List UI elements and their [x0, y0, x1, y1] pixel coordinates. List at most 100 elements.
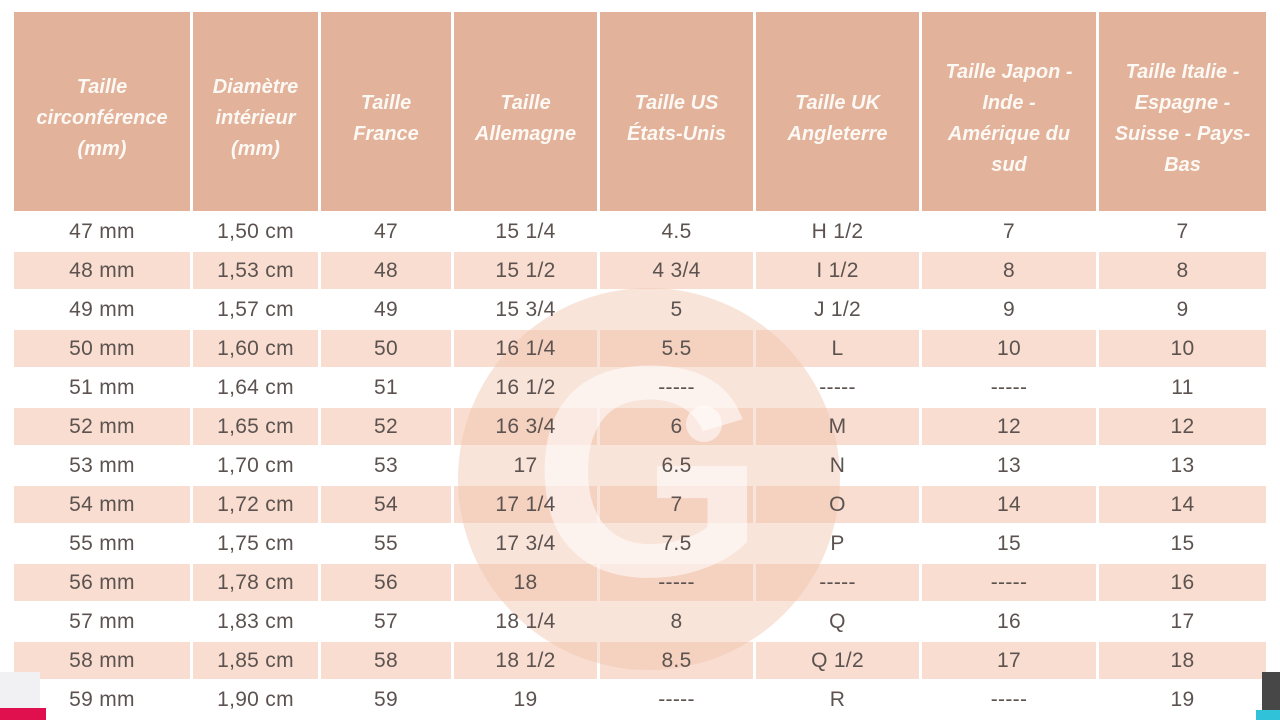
table-cell: 18 1/2: [454, 642, 597, 679]
column-header-japan-india: Taille Japon - Inde - Amérique du sud: [922, 12, 1096, 211]
table-cell: I 1/2: [756, 252, 919, 289]
table-row: 53 mm 1,70 cm 53 17 6.5 N 13 13: [14, 447, 1266, 484]
table-cell: 49 mm: [69, 297, 135, 321]
table-cell: 6: [600, 408, 753, 445]
column-header-italy-spain: Taille Italie - Espagne - Suisse - Pays-…: [1099, 12, 1266, 211]
table-row: 50 mm 1,60 cm 50 16 1/4 5.5 L 10 10: [14, 330, 1266, 367]
table-cell: 1,75 cm: [217, 531, 294, 555]
table-cell: 16: [997, 609, 1021, 633]
table-cell: 57: [374, 609, 398, 633]
table-cell: 48 mm: [14, 252, 190, 289]
table-row: 48 mm 1,53 cm 48 15 1/2 4 3/4 I 1/2 8 8: [14, 252, 1266, 289]
table-cell: Q: [829, 609, 846, 633]
header-row: Taille circonférence (mm) Diamètre intér…: [14, 12, 1266, 211]
table-cell: 17 3/4: [495, 531, 556, 555]
table-cell: 51: [374, 375, 398, 399]
table-cell: 7.5: [661, 531, 692, 555]
table-row: 56 mm 1,78 cm 56 18 ----- ----- ----- 16: [14, 564, 1266, 601]
table-cell: -----: [990, 687, 1028, 711]
table-cell: 14: [1099, 486, 1266, 523]
table-cell: 10: [922, 330, 1096, 367]
table-cell: 4 3/4: [600, 252, 753, 289]
table-row: 57 mm 1,83 cm 57 18 1/4 8 Q 16 17: [14, 603, 1266, 640]
table-row: 49 mm 1,57 cm 49 15 3/4 5 J 1/2 9 9: [14, 291, 1266, 328]
table-cell: 54: [321, 486, 451, 523]
page-edge-dark-strip: [1262, 672, 1280, 710]
table-cell: 52: [321, 408, 451, 445]
table-cell: -----: [819, 375, 856, 399]
table-cell: 8: [670, 609, 683, 633]
table-cell: 12: [1099, 408, 1266, 445]
table-cell: 57 mm: [69, 609, 135, 633]
table-cell: 18: [1099, 642, 1266, 679]
table-cell: 9: [1176, 297, 1189, 321]
column-header-uk: Taille UK Angleterre: [756, 12, 919, 211]
table-cell: 1,65 cm: [193, 408, 318, 445]
table-cell: -----: [756, 564, 919, 601]
table-cell: 59: [374, 687, 398, 711]
table-cell: 6.5: [661, 453, 692, 477]
table-cell: 1,70 cm: [217, 453, 294, 477]
table-cell: 8: [922, 252, 1096, 289]
table-cell: 17: [1170, 609, 1195, 633]
table-cell: -----: [922, 564, 1096, 601]
table-cell: 8.5: [600, 642, 753, 679]
table-cell: Q 1/2: [756, 642, 919, 679]
table-cell: 16: [1099, 564, 1266, 601]
table-cell: -----: [658, 375, 695, 399]
column-header-circumference: Taille circonférence (mm): [14, 12, 190, 211]
table-cell: 19: [1170, 687, 1195, 711]
table-cell: 5: [670, 297, 683, 321]
table-cell: 53: [374, 453, 398, 477]
table-cell: 47: [374, 219, 398, 243]
table-cell: 47 mm: [69, 219, 135, 243]
table-cell: 10: [1099, 330, 1266, 367]
table-cell: M: [756, 408, 919, 445]
table-cell: 12: [922, 408, 1096, 445]
table-cell: 4.5: [661, 219, 692, 243]
table-cell: -----: [990, 375, 1028, 399]
table-cell: 18 1/4: [495, 609, 556, 633]
table-row: 59 mm 1,90 cm 59 19 ----- R ----- 19: [14, 681, 1266, 718]
table-cell: 1,83 cm: [217, 609, 294, 633]
table-cell: 56 mm: [14, 564, 190, 601]
table-cell: 59 mm: [69, 687, 135, 711]
table-cell: 51 mm: [69, 375, 135, 399]
table-cell: 49: [374, 297, 398, 321]
column-header-germany: Taille Allemagne: [454, 12, 597, 211]
table-cell: 8: [1099, 252, 1266, 289]
table-cell: 1,53 cm: [193, 252, 318, 289]
table-row: 51 mm 1,64 cm 51 16 1/2 ----- ----- ----- 11: [14, 369, 1266, 406]
page-edge-magenta-bar: [0, 708, 46, 720]
table-cell: 1,64 cm: [217, 375, 294, 399]
page-edge-cyan-bar: [1256, 710, 1280, 720]
table-cell: 13: [1170, 453, 1195, 477]
table-cell: 7: [1003, 219, 1015, 243]
table-cell: 52 mm: [14, 408, 190, 445]
table-cell: R: [829, 687, 846, 711]
table-cell: 15 1/2: [454, 252, 597, 289]
table-cell: J 1/2: [813, 297, 862, 321]
table-cell: H 1/2: [811, 219, 864, 243]
table-cell: 17: [922, 642, 1096, 679]
ring-size-conversion-table: Taille circonférence (mm) Diamètre intér…: [11, 10, 1269, 720]
table-cell: 13: [997, 453, 1021, 477]
table-row: 52 mm 1,65 cm 52 16 3/4 6 M 12 12: [14, 408, 1266, 445]
table-cell: 5.5: [600, 330, 753, 367]
table-cell: 19: [513, 687, 538, 711]
table-cell: 50: [321, 330, 451, 367]
table-cell: 1,90 cm: [217, 687, 294, 711]
table-cell: 54 mm: [14, 486, 190, 523]
table-row: 55 mm 1,75 cm 55 17 3/4 7.5 P 15 15: [14, 525, 1266, 562]
table-cell: P: [830, 531, 845, 555]
table-cell: 16 1/4: [454, 330, 597, 367]
column-header-us: Taille US États-Unis: [600, 12, 753, 211]
table-cell: N: [829, 453, 846, 477]
table-cell: 15: [1170, 531, 1195, 555]
table-row: 47 mm 1,50 cm 47 15 1/4 4.5 H 1/2 7 7: [14, 213, 1266, 250]
table-cell: 55 mm: [69, 531, 135, 555]
table-cell: 9: [1003, 297, 1015, 321]
column-header-france: Taille France: [321, 12, 451, 211]
table-cell: O: [756, 486, 919, 523]
table-cell: 1,60 cm: [193, 330, 318, 367]
